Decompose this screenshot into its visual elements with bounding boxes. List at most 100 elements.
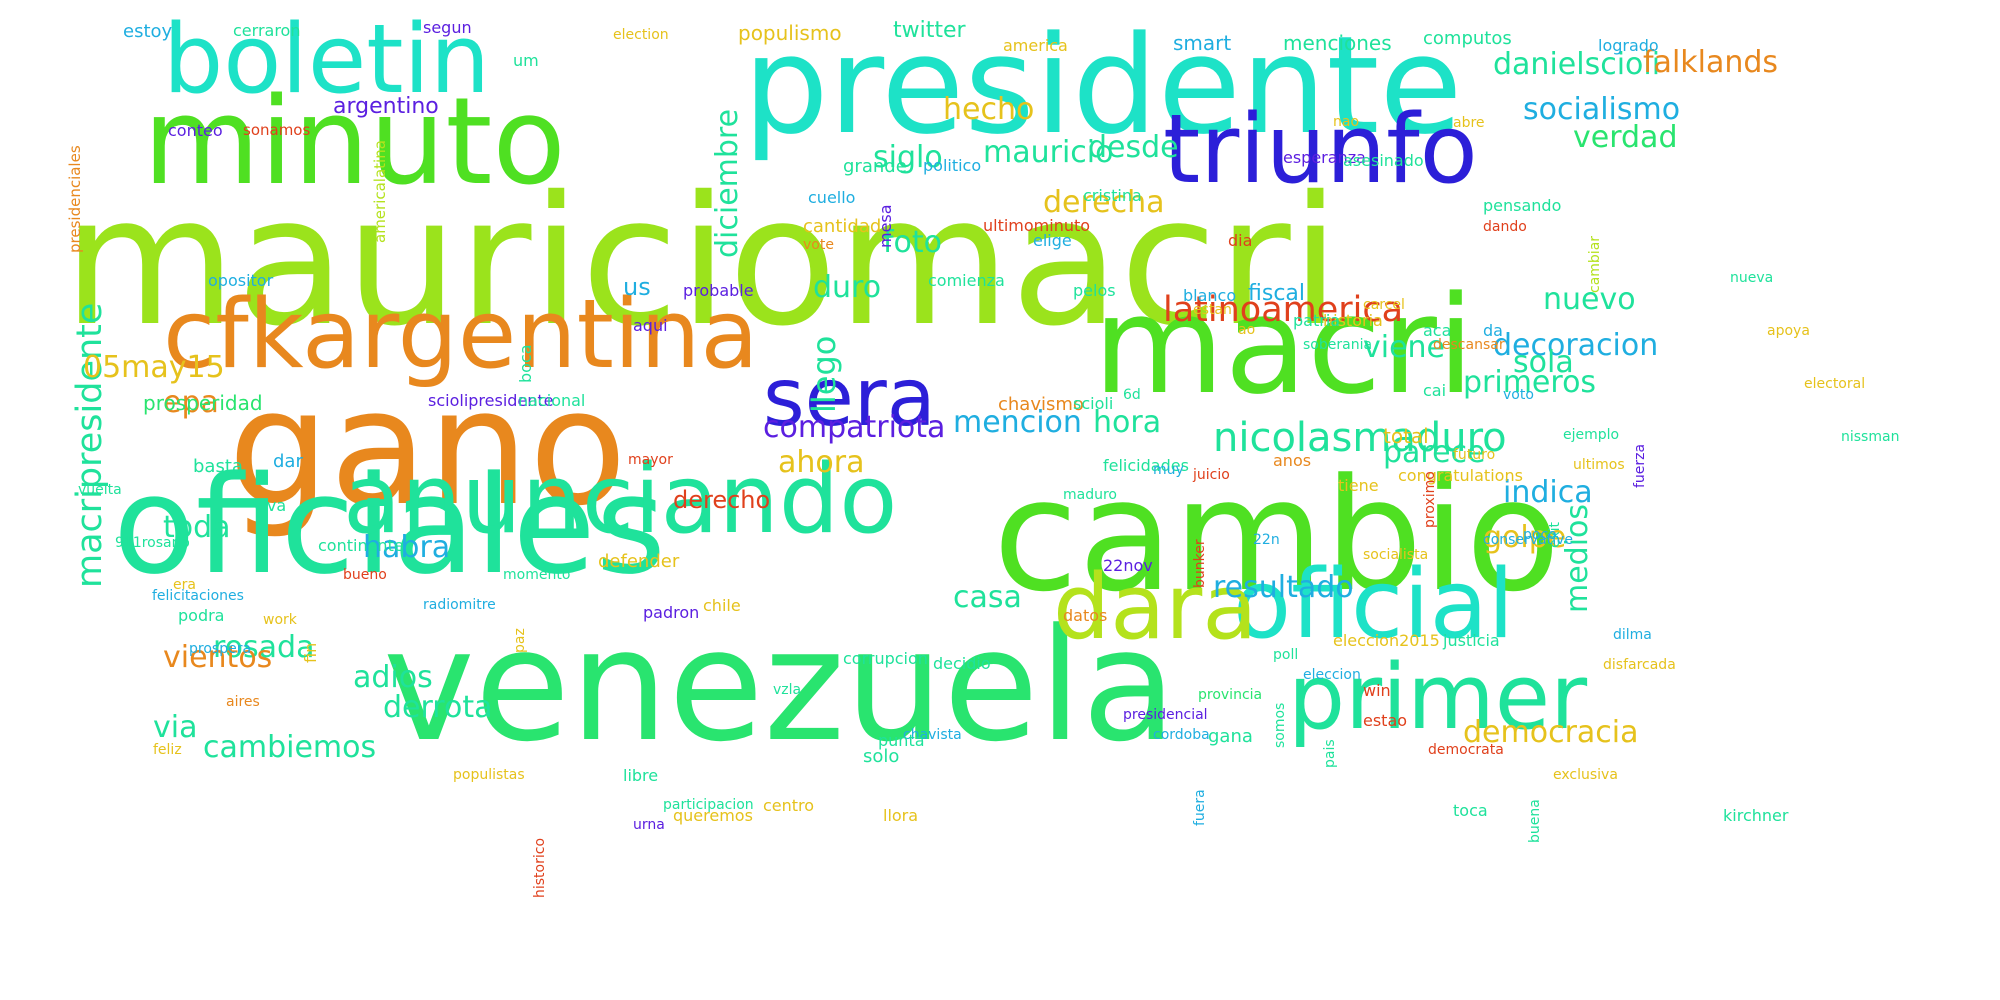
cloud-word: socialismo <box>1523 92 1681 127</box>
cloud-word: resultado <box>1213 570 1354 605</box>
cloud-word: siglo <box>873 140 943 175</box>
cloud-word: socialista <box>1363 547 1429 563</box>
cloud-word: estao <box>1363 711 1408 730</box>
cloud-word: sola <box>1513 345 1574 380</box>
cloud-word: urna <box>633 817 665 833</box>
cloud-word: participacion <box>663 797 754 813</box>
cloud-word: menciones <box>1283 31 1392 55</box>
cloud-word: gano <box>228 354 627 541</box>
cloud-word: via <box>153 710 198 745</box>
cloud-word: dilma <box>1613 627 1652 643</box>
cloud-word: ahora <box>778 445 865 480</box>
cloud-word: bunker <box>1192 539 1208 588</box>
cloud-word: blanco <box>1183 286 1237 305</box>
cloud-word: scioli <box>1073 394 1114 413</box>
cloud-word: mayor <box>628 452 673 468</box>
cloud-word: adios <box>353 660 433 695</box>
cloud-word: verdad <box>1573 120 1678 155</box>
cloud-word: cambiar <box>1587 235 1603 293</box>
cloud-word: electoral <box>1804 376 1866 392</box>
cloud-word: asesinado <box>1343 151 1424 170</box>
cloud-word: election <box>613 27 669 43</box>
cloud-word: apoya <box>1767 323 1810 339</box>
cloud-word: minuto <box>143 73 566 212</box>
cloud-word: decidio <box>933 654 991 673</box>
cloud-word: ultimominuto <box>983 216 1091 235</box>
cloud-word: vzla <box>773 682 802 698</box>
cloud-word: 22nov <box>1103 556 1153 575</box>
cloud-word: grande <box>843 156 907 177</box>
cloud-word: solo <box>863 746 900 767</box>
cloud-word: anunciando <box>343 445 898 555</box>
cloud-word: vote <box>803 237 834 253</box>
cloud-word: elige <box>1033 231 1072 250</box>
cloud-word: nissman <box>1841 429 1900 445</box>
cloud-word: chavista <box>903 727 962 743</box>
cloud-word: provincia <box>1198 687 1263 703</box>
cloud-word: bueno <box>343 567 387 583</box>
cloud-word: aires <box>226 694 260 710</box>
cloud-word: eleccion <box>1303 667 1361 683</box>
cloud-word: esperanza <box>1283 148 1366 167</box>
cloud-word: disfarcada <box>1603 657 1676 673</box>
cloud-word: presidenciales <box>66 145 84 253</box>
cloud-word: win <box>1363 681 1391 700</box>
cloud-word: cerraron <box>233 21 301 40</box>
cloud-word: conservative <box>1483 532 1573 548</box>
cloud-word: buena <box>1527 799 1543 843</box>
cloud-word: danielscioli <box>1493 47 1661 82</box>
cloud-word: cristina <box>1083 186 1142 205</box>
cloud-word: hecho <box>943 92 1035 127</box>
cloud-word: pelos <box>1073 281 1116 300</box>
cloud-word: cambiemos <box>203 730 377 765</box>
cloud-word: comienza <box>928 271 1005 290</box>
cloud-word: nuevo <box>1543 282 1636 317</box>
cloud-word: parece <box>1383 435 1486 470</box>
cloud-word: smart <box>1173 31 1232 55</box>
cloud-word: kirchner <box>1723 806 1789 825</box>
cloud-word: habra <box>363 530 451 565</box>
cloud-word: toca <box>1453 801 1488 820</box>
cloud-word: latinoamerica <box>1163 290 1404 330</box>
cloud-word: abre <box>1453 115 1485 131</box>
cloud-word: venezuela <box>383 595 1177 776</box>
cloud-word: chile <box>703 596 741 615</box>
cloud-word: futuro <box>1453 447 1496 463</box>
cloud-word: desde <box>1088 130 1179 165</box>
cloud-word: nicolasmaduro <box>1213 415 1507 461</box>
cloud-word: fin <box>301 642 320 663</box>
cloud-word: argentino <box>333 94 439 119</box>
cloud-word: dia <box>1228 231 1253 250</box>
cloud-word: congratulations <box>1398 466 1523 485</box>
cloud-word: politico <box>923 156 982 175</box>
cloud-word: opositor <box>208 271 274 290</box>
cloud-word: centro <box>763 796 815 815</box>
cloud-word: somos <box>1272 702 1288 748</box>
cloud-word: era <box>173 577 196 593</box>
cloud-word: prospera <box>189 641 252 657</box>
cloud-word: estoy <box>123 21 173 42</box>
cloud-word: democracia <box>1463 715 1639 750</box>
cloud-word: dar <box>273 451 303 472</box>
cloud-word: gana <box>1208 726 1253 747</box>
cloud-word: juicio <box>1193 467 1230 483</box>
cloud-word: momento <box>503 567 571 583</box>
cloud-word: radiomitre <box>423 597 496 613</box>
cloud-word: carcel <box>1363 297 1405 313</box>
cloud-word: voto <box>1503 387 1534 403</box>
cloud-word: poll <box>1273 647 1299 663</box>
cloud-word: derrota <box>383 690 493 725</box>
cloud-word: aca <box>1423 321 1452 340</box>
cloud-word: exclusiva <box>1553 767 1618 783</box>
cloud-word: oficial <box>1233 550 1515 660</box>
cloud-word: ultimos <box>1573 457 1625 473</box>
cloud-word: presidente <box>743 7 1463 164</box>
cloud-word: mauriciomacri <box>63 158 1341 365</box>
cloud-word: sciolipresidente <box>428 391 554 410</box>
cloud-word: conteo <box>168 121 223 140</box>
cloud-word: foto <box>883 225 943 260</box>
cloud-word: cfkargentina <box>163 280 759 390</box>
cloud-word: macri <box>1093 267 1475 424</box>
cloud-word: duro <box>813 270 882 305</box>
cloud-word: casa <box>953 580 1022 615</box>
